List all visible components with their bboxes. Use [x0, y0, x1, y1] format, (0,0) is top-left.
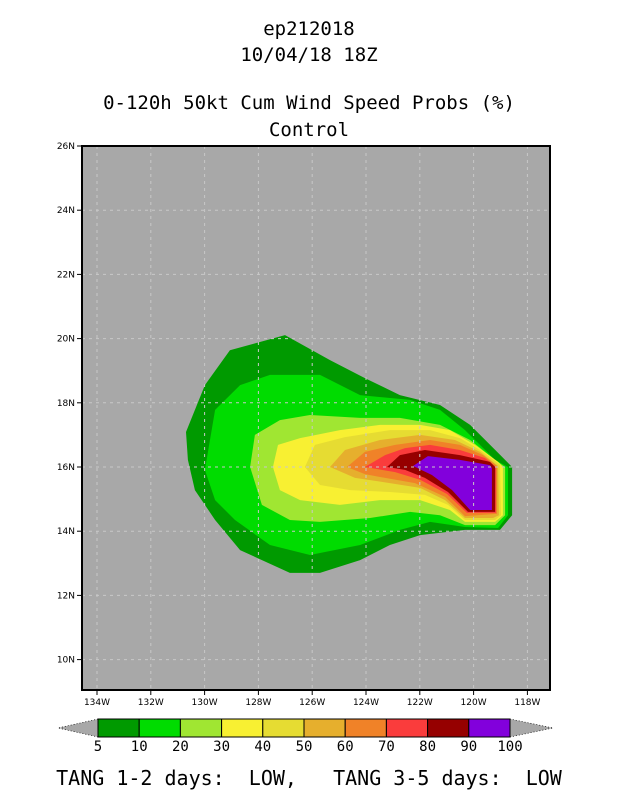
storm-id-title: ep212018 — [263, 18, 355, 40]
colorbar-label: 100 — [497, 739, 522, 755]
map-frame — [81, 145, 551, 691]
colorbar-swatch — [138, 718, 181, 738]
y-tick-label: 16N — [57, 463, 75, 473]
colorbar-swatch — [385, 718, 429, 738]
contour-90-percent — [413, 456, 492, 510]
tang-footer: TANG 1-2 days: LOW, TANG 3-5 days: LOW — [56, 766, 562, 790]
x-tick-label: 122W — [407, 698, 433, 708]
colorbar-label: 20 — [172, 739, 189, 755]
colorbar-label: 30 — [213, 739, 230, 755]
colorbar-label: 70 — [378, 739, 395, 755]
run-title: Control — [268, 119, 350, 141]
colorbar-swatch — [468, 718, 511, 738]
y-tick-label: 26N — [57, 142, 75, 152]
colorbar-label: 5 — [94, 739, 102, 755]
date-title: 10/04/18 18Z — [240, 44, 378, 66]
colorbar-label: 50 — [296, 739, 313, 755]
x-tick-label: 130W — [192, 698, 218, 708]
x-tick-label: 120W — [461, 698, 487, 708]
x-tick-label: 132W — [138, 698, 164, 708]
colorbar-swatch — [427, 718, 470, 738]
y-tick-label: 18N — [57, 399, 75, 409]
colorbar-swatch — [179, 718, 223, 738]
x-tick-label: 118W — [514, 698, 540, 708]
x-tick-label: 126W — [299, 698, 325, 708]
y-tick-label: 10N — [57, 656, 75, 666]
colorbar-label: 10 — [131, 739, 148, 755]
y-tick-label: 14N — [57, 527, 75, 537]
colorbar-swatch — [221, 718, 264, 738]
colorbar-under-arrow — [57, 718, 99, 738]
colorbar-label: 90 — [460, 739, 477, 755]
product-title: 0-120h 50kt Cum Wind Speed Probs (%) — [103, 92, 515, 114]
colorbar-swatch — [97, 718, 140, 738]
colorbar-over-arrow — [509, 718, 554, 738]
colorbar-swatch — [262, 718, 305, 738]
x-tick-label: 134W — [84, 698, 110, 708]
y-tick-label: 24N — [57, 206, 75, 216]
y-tick-label: 22N — [57, 270, 75, 280]
colorbar-label: 40 — [254, 739, 271, 755]
colorbar-label: 60 — [337, 739, 354, 755]
colorbar-label: 80 — [419, 739, 436, 755]
x-tick-label: 124W — [353, 698, 379, 708]
y-tick-label: 12N — [57, 591, 75, 601]
y-tick-label: 20N — [57, 335, 75, 345]
x-tick-label: 128W — [245, 698, 271, 708]
colorbar-swatch — [344, 718, 387, 738]
colorbar-swatch — [303, 718, 346, 738]
